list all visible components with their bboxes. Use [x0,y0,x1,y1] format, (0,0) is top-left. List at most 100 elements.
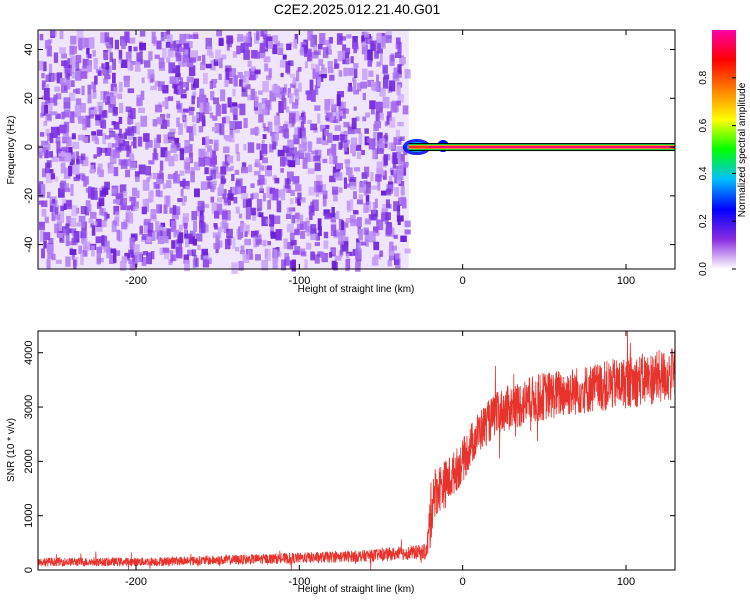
noise-speck [289,112,296,124]
noise-speck [294,34,299,44]
noise-speck [127,117,134,125]
noise-speck [39,34,44,41]
noise-speck [110,248,117,254]
noise-speck [160,222,166,227]
noise-speck [366,36,373,45]
noise-speck [91,131,97,136]
noise-speck [337,51,342,62]
noise-speck [104,32,110,42]
noise-speck [256,199,263,211]
noise-speck [361,149,365,155]
noise-speck [201,54,206,65]
noise-speck [263,126,269,132]
noise-speck [95,236,102,244]
noise-speck [343,67,348,77]
noise-speck [91,187,98,192]
noise-speck [356,242,361,250]
noise-speck [270,131,276,137]
noise-speck [192,34,199,39]
noise-speck [139,42,146,51]
noise-speck [333,189,338,200]
noise-speck [224,65,232,72]
noise-speck [64,85,68,91]
noise-speck [401,161,409,168]
noise-speck [210,59,216,71]
noise-speck [274,122,281,131]
noise-speck [285,213,292,219]
noise-speck [160,114,166,123]
noise-speck [354,128,361,134]
noise-speck [284,253,289,258]
noise-speck [307,119,312,124]
noise-speck [166,30,171,35]
noise-speck [92,50,96,57]
noise-speck [156,117,163,125]
noise-speck [69,92,76,101]
noise-speck [394,173,398,184]
noise-speck [207,145,212,152]
noise-speck [267,41,273,49]
noise-speck [50,173,55,180]
noise-speck [287,139,295,151]
noise-speck [235,183,242,195]
noise-speck [71,72,76,79]
noise-speck [69,249,77,255]
noise-speck [38,200,44,205]
noise-speck [380,113,384,121]
noise-speck [84,37,89,48]
noise-speck [67,58,73,69]
noise-speck [259,42,265,53]
noise-speck [334,255,342,261]
noise-speck [184,259,190,272]
noise-speck [100,91,104,101]
noise-speck [376,33,382,43]
noise-speck [345,259,350,272]
noise-speck [220,166,227,175]
noise-speck [257,163,262,168]
noise-speck [101,219,107,228]
noise-speck [102,67,110,76]
noise-speck [321,253,328,263]
noise-speck [109,254,115,264]
noise-speck [284,256,290,266]
noise-speck [341,241,349,252]
noise-speck [359,241,367,246]
noise-speck [294,127,300,139]
noise-speck [338,240,344,245]
noise-speck [368,138,376,150]
noise-speck [56,141,61,154]
noise-speck [397,136,405,141]
noise-speck [132,126,137,134]
x-tick-label: -100 [288,576,310,588]
noise-speck [355,248,362,260]
noise-speck [243,42,249,52]
noise-speck [124,252,130,259]
noise-speck [392,245,397,251]
noise-speck [239,250,246,255]
noise-speck [393,234,398,239]
colorbar-ticks: 0.0 0.2 0.4 0.6 0.8 [698,70,736,276]
noise-speck [73,176,80,182]
noise-speck [78,245,83,254]
noise-speck [54,86,61,92]
noise-speck [346,47,351,55]
noise-speck [61,111,65,120]
noise-speck [56,93,62,100]
noise-speck [53,52,59,63]
noise-speck [56,72,63,84]
noise-speck [256,31,260,41]
noise-speck [47,133,52,141]
noise-speck [164,150,171,162]
noise-speck [326,45,331,54]
noise-speck [63,97,71,109]
y-tick-label: 3000 [23,395,35,419]
noise-speck [199,101,204,113]
noise-speck [208,106,212,112]
noise-speck [281,259,287,271]
noise-speck [140,90,145,100]
noise-speck [55,136,61,144]
noise-speck [328,252,333,258]
noise-speck [178,123,183,135]
noise-speck [376,161,382,169]
noise-speck [81,156,89,167]
